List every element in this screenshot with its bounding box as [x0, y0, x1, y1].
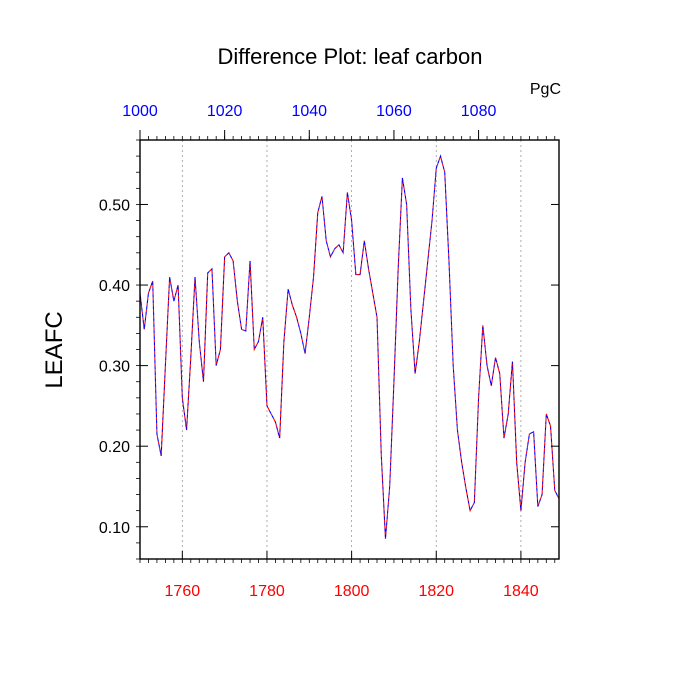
- chart-title: Difference Plot: leaf carbon: [218, 44, 483, 69]
- x-tick-label-bottom: 1840: [503, 583, 539, 600]
- y-tick-label: 0.10: [99, 520, 130, 537]
- axes: 0.10 0.20 0.30 0.40 0.50 1760 1780 1800 1820 1840…: [99, 103, 559, 600]
- x-tick-label-top: 1080: [461, 103, 497, 120]
- units-label: PgC: [530, 81, 561, 98]
- x-tick-label-top: 1020: [207, 103, 243, 120]
- x-tick-label-bottom: 1820: [418, 583, 454, 600]
- x-tick-label-top: 1000: [122, 103, 158, 120]
- series-line-series-a: [139, 154, 560, 539]
- x-tick-label-top: 1040: [291, 103, 327, 120]
- x-tick-label-bottom: 1780: [249, 583, 285, 600]
- x-tick-label-top: 1060: [376, 103, 412, 120]
- y-axis-label: LEAFC: [41, 311, 68, 388]
- grid: [181, 140, 522, 559]
- series-line-series-b: [139, 154, 560, 539]
- y-tick-label: 0.50: [99, 197, 130, 214]
- plot-frame: [139, 139, 560, 560]
- x-tick-label-bottom: 1760: [165, 583, 201, 600]
- x-tick-label-bottom: 1800: [334, 583, 370, 600]
- y-tick-label: 0.20: [99, 439, 130, 456]
- series-lines: [139, 154, 560, 539]
- y-tick-label: 0.30: [99, 359, 130, 376]
- y-tick-label: 0.40: [99, 278, 130, 295]
